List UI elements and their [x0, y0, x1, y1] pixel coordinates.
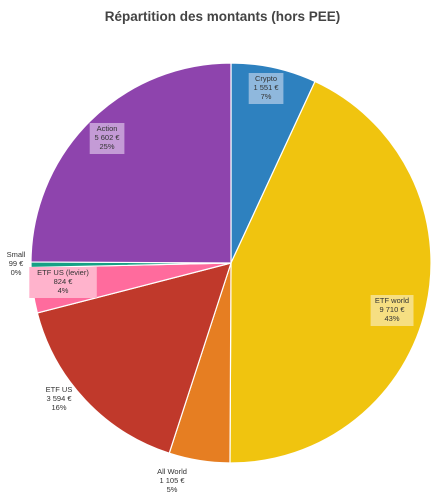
slice-value-label: 99 € [9, 259, 24, 268]
slice-percent-label: 25% [99, 142, 114, 151]
slice-label-etf-us-levier: ETF US (levier)824 €4% [29, 267, 97, 298]
slice-percent-label: 4% [58, 286, 69, 295]
slice-percent-label: 16% [51, 403, 66, 412]
slice-label-box [248, 73, 284, 104]
slice-label-box [370, 295, 414, 326]
slice-percent-label: 5% [167, 485, 178, 494]
pie-slice-etf-us [36, 262, 232, 454]
slice-value-label: 3 594 € [46, 394, 72, 403]
slice-value-label: 5 602 € [94, 133, 120, 142]
slice-value-label: 1 551 € [253, 83, 279, 92]
slice-name: ETF US [46, 385, 73, 394]
slice-percent-label: 7% [261, 92, 272, 101]
slice-name: ETF world [375, 296, 409, 305]
slice-name: All World [157, 467, 187, 476]
slice-label-box [89, 123, 125, 154]
slice-name: ETF US (levier) [37, 268, 89, 277]
slice-value-label: 9 710 € [379, 305, 405, 314]
slice-value-label: 824 € [54, 277, 74, 286]
pie-slice-action [30, 62, 232, 264]
slice-label-box [29, 267, 97, 298]
pie-slice-etf-world [229, 80, 432, 464]
chart-title: Répartition des montants (hors PEE) [104, 9, 341, 24]
slice-name: Action [97, 124, 118, 133]
slice-label-etf-us: ETF US3 594 €16% [46, 385, 73, 412]
slice-percent-label: 43% [384, 314, 399, 323]
slice-name: Crypto [255, 74, 277, 83]
slice-percent-label: 0% [11, 268, 22, 277]
slice-value-label: 1 105 € [159, 476, 185, 485]
pie-slices [30, 62, 432, 464]
slice-name: Small [7, 250, 26, 259]
